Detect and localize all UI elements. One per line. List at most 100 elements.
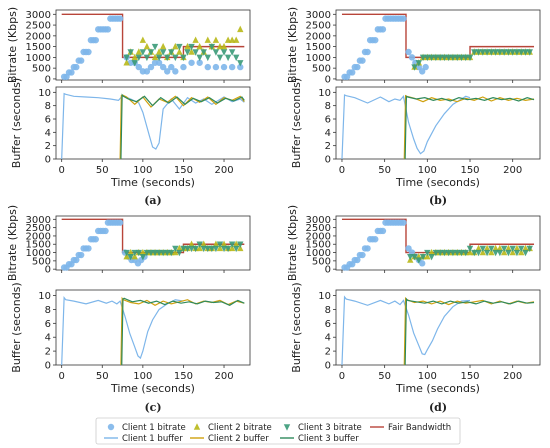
client2-bitrate-point [522, 244, 529, 252]
client2-bitrate-point [151, 53, 159, 61]
buffer-y-tick-label: 6 [325, 319, 331, 330]
client1-bitrate-point [379, 227, 387, 235]
x-tick-label: 100 [418, 371, 437, 382]
client1-bitrate-point [419, 68, 426, 75]
bitrate-y-tick-label: 2000 [26, 231, 51, 242]
panel-caption: (c) [144, 401, 161, 414]
client2-bitrate-point [196, 42, 203, 50]
client3-bitrate-point [228, 241, 236, 248]
client3-bitrate-point [454, 249, 461, 257]
client3-bitrate-point [216, 54, 224, 62]
legend-label: Client 2 bitrate [208, 423, 272, 433]
bitrate-y-tick-label: 3000 [306, 215, 331, 226]
client1-bitrate-point [422, 63, 429, 71]
legend-label: Client 1 buffer [122, 434, 183, 444]
bitrate-y-tick-label: 2000 [26, 31, 51, 42]
client3-bitrate-point [509, 245, 516, 253]
buffer-y-tick-label: 6 [325, 115, 331, 126]
client1-buffer-line [341, 295, 471, 366]
client1-bitrate-point [102, 227, 109, 235]
client3-bitrate-point [164, 249, 171, 257]
client1-bitrate-point [354, 63, 361, 71]
client3-bitrate-point [458, 249, 465, 257]
client3-bitrate-point [131, 249, 138, 257]
client3-bitrate-point [488, 245, 495, 253]
client1-bitrate-point [135, 63, 142, 71]
client3-bitrate-point [127, 49, 134, 56]
buffer-y-tick-label: 0 [325, 361, 331, 372]
client3-bitrate-point [159, 49, 167, 56]
client1-bitrate-point [180, 63, 187, 71]
client2-bitrate-point [216, 42, 224, 50]
bitrate-axes-frame [335, 215, 541, 271]
client1-bitrate-point [220, 63, 228, 71]
client3-bitrate-point [509, 49, 516, 56]
client2-bitrate-point [228, 36, 236, 43]
x-tick-label: 150 [460, 371, 479, 382]
client3-bitrate-point [518, 245, 525, 253]
client2-bitrate-point [172, 42, 179, 50]
client3-bitrate-point [180, 245, 187, 253]
bitrate-y-axis-label: Bitrate (Kbps) [6, 205, 19, 281]
client3-bitrate-point [200, 245, 207, 253]
client3-bitrate-point [192, 49, 199, 56]
client1-bitrate-point [164, 68, 171, 75]
client3-bitrate-point [127, 254, 134, 261]
client3-bitrate-point [436, 249, 444, 257]
client3-buffer-line [404, 297, 535, 366]
bitrate-y-tick-label: 2500 [306, 21, 331, 32]
client1-bitrate-point [116, 15, 124, 22]
bitrate-y-tick-label: 500 [312, 256, 331, 267]
client3-bitrate-point [164, 54, 171, 62]
client2-bitrate-point [155, 48, 163, 55]
bitrate-y-tick-label: 0 [325, 265, 331, 276]
client2-bitrate-point [188, 48, 195, 55]
client3-bitrate-point [522, 49, 529, 56]
panel-caption: (d) [429, 401, 447, 414]
client1-bitrate-point [415, 63, 422, 71]
client3-bitrate-point [184, 49, 191, 56]
bitrate-y-tick-label: 0 [45, 74, 51, 85]
client1-bitrate-point [364, 245, 371, 252]
client1-bitrate-point [419, 260, 426, 267]
client1-bitrate-point [354, 256, 361, 264]
client3-bitrate-point [224, 245, 232, 253]
bitrate-y-axis-label: Bitrate (Kbps) [286, 7, 299, 83]
client2-bitrate-point [176, 48, 183, 55]
client2-bitrate-point [483, 244, 491, 252]
client1-bitrate-point [116, 219, 124, 226]
client1-bitrate-point [228, 63, 236, 71]
x-tick-label: 50 [96, 165, 109, 176]
client3-bitrate-point [176, 249, 183, 257]
client3-bitrate-point [522, 249, 529, 257]
client3-bitrate-point [139, 49, 147, 56]
bitrate-y-tick-label: 1500 [26, 240, 51, 251]
client1-bitrate-point [372, 236, 379, 243]
client3-bitrate-point [428, 54, 435, 62]
client2-bitrate-point [496, 244, 504, 252]
client3-bitrate-point [505, 249, 512, 257]
client3-bitrate-point [483, 49, 491, 56]
buffer-y-axis-label: Buffer (seconds) [10, 282, 23, 372]
client3-bitrate-point [454, 54, 461, 62]
client1-bitrate-point [212, 63, 220, 71]
client3-bitrate-point [458, 54, 465, 62]
buffer-y-tick-label: 8 [45, 305, 51, 316]
client3-bitrate-point [200, 49, 207, 56]
x-tick-label: 50 [378, 165, 391, 176]
x-axis-label: Time (seconds) [395, 176, 480, 189]
client2-bitrate-point [233, 36, 240, 43]
client3-bitrate-point [196, 54, 203, 62]
client1-bitrate-point [77, 57, 85, 64]
client1-bitrate-point [92, 36, 99, 44]
panel-caption: (b) [429, 194, 447, 207]
client3-bitrate-point [233, 54, 240, 62]
client3-bitrate-point [479, 49, 487, 56]
client3-bitrate-point [432, 54, 440, 62]
